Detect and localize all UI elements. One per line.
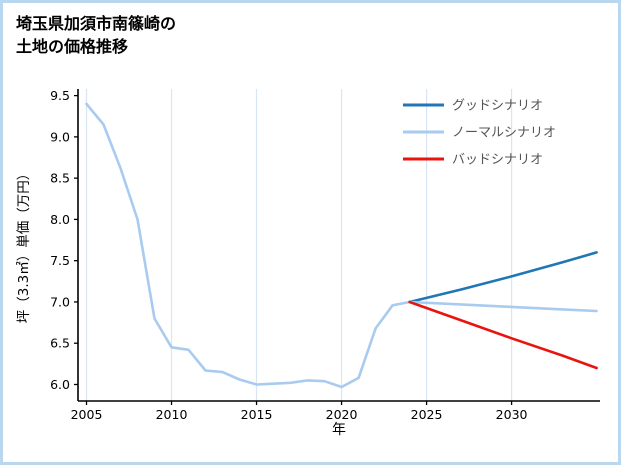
x-tick-label: 2020 bbox=[326, 407, 358, 422]
y-tick-label: 8.0 bbox=[50, 212, 70, 227]
tick-labels: 2005 2010 2015 2020 2025 2030 6.0 6.5 7.0 7.5 8.0 8… bbox=[50, 88, 527, 422]
chart-title-line1: 埼玉県加須市南篠崎の bbox=[16, 14, 177, 33]
legend-label-bad: バッドシナリオ bbox=[452, 153, 543, 168]
y-tick-label: 9.5 bbox=[50, 88, 70, 103]
x-tick-label: 2005 bbox=[71, 407, 103, 422]
y-tick-label: 9.0 bbox=[50, 129, 70, 144]
x-tick-label: 2010 bbox=[156, 407, 188, 422]
legend-label-normal: ノーマルシナリオ bbox=[452, 126, 556, 141]
series-line-bad bbox=[408, 300, 598, 370]
price-chart: 2005 2010 2015 2020 2025 2030 6.0 6.5 7.0 7.5 8.0 8… bbox=[16, 88, 600, 438]
legend-label-good: グッドシナリオ bbox=[452, 99, 543, 114]
x-tick-label: 2015 bbox=[241, 407, 273, 422]
gridlines bbox=[85, 89, 513, 401]
tick-marks bbox=[74, 94, 513, 405]
y-tick-label: 6.5 bbox=[50, 336, 70, 351]
chart-title-line2: 土地の価格推移 bbox=[16, 37, 129, 57]
series-line-good bbox=[408, 251, 598, 304]
series-line-normal bbox=[408, 300, 598, 313]
chart-title: 埼玉県加須市南篠崎の 土地の価格推移 bbox=[16, 12, 176, 58]
series-line-history bbox=[85, 102, 411, 389]
y-axis-label: 坪（3.3㎡）単価（万円） bbox=[16, 167, 32, 323]
x-tick-label: 2025 bbox=[411, 407, 443, 422]
x-axis-label: 年 bbox=[332, 422, 346, 438]
x-tick-label: 2030 bbox=[496, 407, 528, 422]
y-tick-label: 7.5 bbox=[50, 253, 70, 268]
axes bbox=[77, 89, 600, 402]
y-tick-label: 8.5 bbox=[50, 171, 70, 186]
y-tick-label: 7.0 bbox=[50, 294, 70, 309]
y-tick-label: 6.0 bbox=[50, 377, 70, 392]
